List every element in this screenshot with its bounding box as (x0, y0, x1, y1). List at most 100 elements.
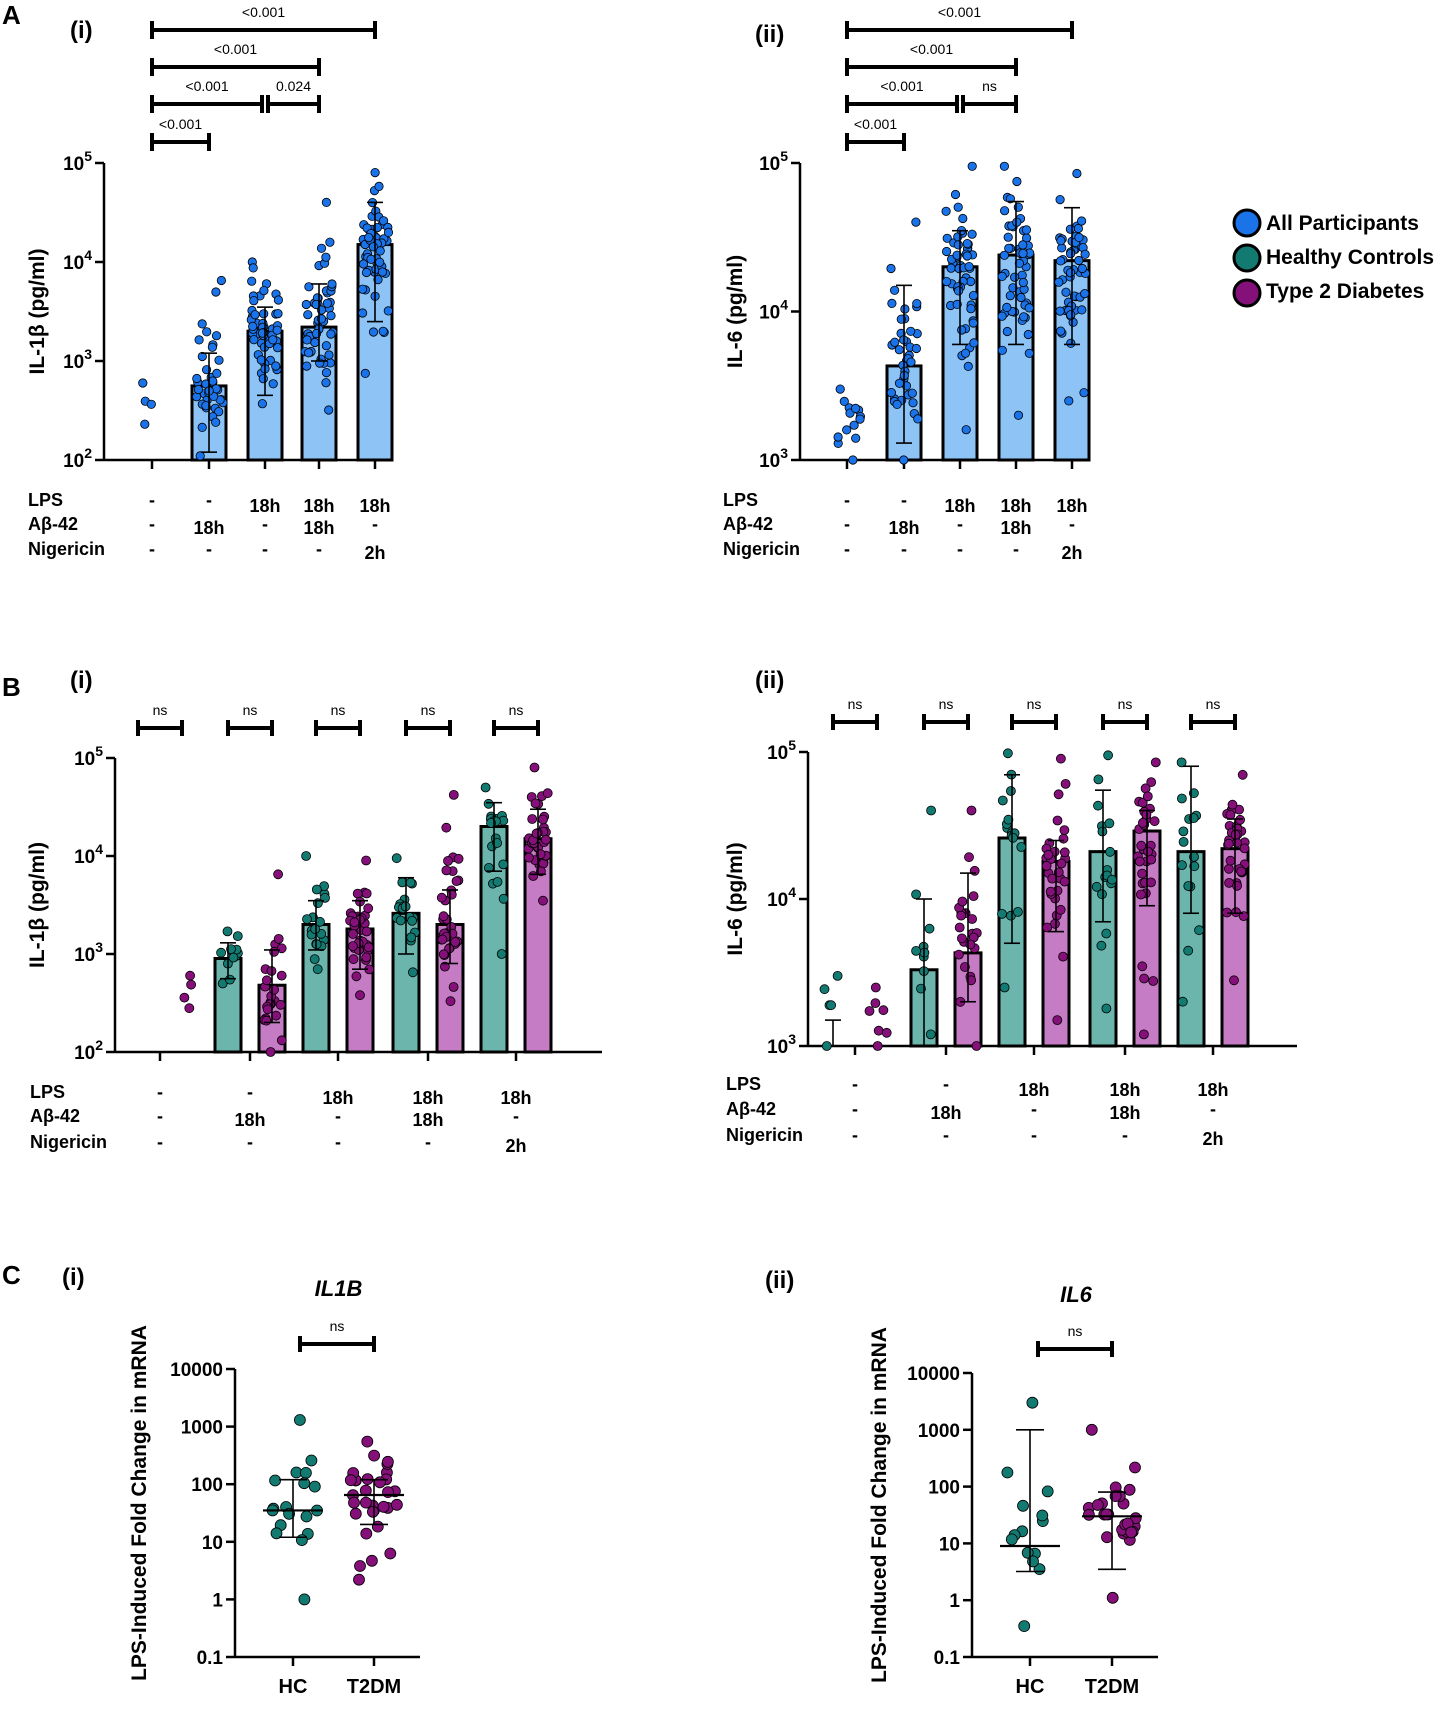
chart-c-i-y-label: LPS-Induced Fold Change in mRNA (128, 1325, 151, 1681)
chart-b-ii-g1-t2d-point (968, 891, 979, 901)
chart-b-ii-g4-hc-point (1176, 757, 1187, 768)
chart-b-ii-g3-t2d-point (1148, 976, 1159, 986)
chart-a-ii-g4-point (1056, 256, 1066, 266)
chart-a-ii-g1-point (886, 263, 896, 274)
chart-b-i-cond-cell: - (157, 1082, 163, 1102)
chart-b-i-cmp2-sig-label: ns (331, 702, 346, 718)
chart-b-ii-g0-t2d-point (870, 998, 881, 1008)
chart-b-ii-g3-t2d-point (1137, 868, 1147, 879)
chart-a-i-g2-point (272, 325, 282, 335)
chart-c-i-x-category: T2DM (347, 1676, 401, 1698)
panel-a-ii-label: (ii) (755, 21, 784, 48)
chart-b-i-g0-t2d-point (179, 992, 190, 1003)
chart-c-i-y-tick-label: 100 (191, 1475, 223, 1496)
chart-a-i-cond-cell: 18h (249, 496, 280, 516)
chart-b-ii-g2-t2d-point (1059, 876, 1070, 887)
chart-b-i-g1-hc-point (232, 931, 243, 941)
chart-b-ii-g4-hc-point (1177, 793, 1187, 804)
chart-b-i-y-tick-label: 103 (74, 939, 103, 966)
chart-b-i-cond-cell: - (157, 1106, 163, 1126)
chart-b-ii-g2-t2d-point (1052, 1015, 1063, 1025)
chart-b-ii-g3-hc-point (1107, 874, 1117, 885)
chart-a-ii-g4-point (1074, 232, 1084, 242)
chart-c-ii-t2dm-point (1106, 1591, 1119, 1604)
panel-b-i-label: (i) (70, 667, 93, 694)
chart-a-ii-g2-point (961, 425, 971, 435)
chart-a-i-g2-point (268, 379, 278, 389)
chart-a-i-g1-point (207, 342, 217, 352)
chart-c-ii-title: IL6 (1060, 1282, 1093, 1307)
chart-c-ii-hc-point (1041, 1485, 1054, 1498)
chart-a-ii-g3-point (1009, 272, 1020, 282)
chart-b-ii-g4-hc-point (1177, 860, 1187, 870)
panel-letter-c: C (2, 1260, 21, 1290)
chart-a-i-g1-point (197, 319, 207, 329)
chart-a-i-g4-point (366, 254, 376, 264)
chart-b-ii-y-tick-label: 105 (767, 737, 796, 764)
chart-b-ii-g1-t2d-point (957, 896, 968, 907)
chart-b-ii-g3-hc-point (1096, 940, 1107, 951)
chart-a-i-cond-cell: - (149, 490, 155, 510)
chart-a-ii-g3-point (1018, 277, 1028, 288)
chart-b-i-g4-hc-point (492, 877, 503, 887)
chart-b-i-g4-hc-point (496, 949, 507, 959)
chart-a-i-g1-point (197, 422, 207, 432)
chart-a-ii-g3-point (1002, 326, 1012, 337)
chart-b-i-cond-cell: - (157, 1132, 163, 1152)
chart-b-ii-g2-hc-point (1006, 786, 1016, 796)
chart-b-ii-g2-hc-point (999, 982, 1010, 993)
chart-a-i-cmp4-sig-label: <0.001 (242, 4, 285, 20)
chart-c-i-t2dm-point (359, 1496, 372, 1509)
chart-a-ii-g3-point (1004, 243, 1014, 253)
chart-b-i-g3-t2d-point (437, 934, 448, 945)
chart-b-ii-g2-t2d-point (1041, 860, 1052, 871)
legend: All Participants Healthy Controls Type 2… (1232, 208, 1434, 308)
panel-letter-b: B (2, 672, 21, 702)
chart-a-ii-g2-point (953, 240, 963, 250)
chart-a-i-g1-point (202, 327, 212, 337)
chart-b-ii-g4-hc-point (1183, 945, 1194, 956)
chart-b-ii-g3-t2d-point (1149, 816, 1160, 827)
legend-swatch-t2d (1232, 278, 1262, 308)
chart-a-ii-g0-point (855, 414, 865, 424)
chart-b-ii-g4-t2d-point (1227, 799, 1238, 810)
chart-c-i-t2dm-point (354, 1560, 366, 1572)
chart-b-ii-g0-t2d-point (870, 982, 881, 993)
chart-b-ii-g3-hc-point (1103, 750, 1113, 761)
chart-b-i-cond-row-label: Aβ-42 (30, 1106, 80, 1126)
chart-b-ii-g1-hc-point (911, 889, 921, 900)
chart-b-i-g2-t2d-point (347, 941, 358, 951)
chart-b-i-g3-hc-point (391, 853, 402, 864)
chart-a-i-g4-point (358, 259, 369, 269)
chart-c-i-hc-point (298, 1593, 311, 1606)
chart-b-i-y-label: IL-1β (pg/ml) (26, 842, 49, 968)
chart-c-ii-hc-point (1026, 1396, 1039, 1409)
chart-b-ii-g2-hc-point (1003, 814, 1014, 825)
chart-a-i-g2-point (247, 276, 257, 286)
chart-b-ii-cond-cell: 18h (1109, 1080, 1140, 1100)
chart-a-i-g2-point (271, 361, 281, 371)
chart-a-i-g4-point (375, 246, 385, 256)
chart-a-ii-g4-point (1080, 249, 1090, 259)
chart-a-ii-g1-point (887, 298, 897, 308)
chart-b-ii-g4-t2d-point (1223, 838, 1234, 849)
chart-b-ii-g0-t2d-point (878, 1005, 889, 1016)
chart-b-ii-cond-cell: - (852, 1125, 858, 1145)
chart-a-i-g4-point (378, 216, 389, 226)
chart-a-i-cmp0-sig-label: <0.001 (159, 116, 202, 132)
chart-a-i-g0-point (138, 378, 148, 388)
chart-a-ii-g3-point (1024, 303, 1034, 313)
chart-b-i-cond-cell: 18h (412, 1088, 443, 1108)
chart-b-ii-g0-t2d-point (881, 1027, 892, 1038)
chart-b-ii-g0-hc-point (819, 984, 830, 995)
chart-b-ii-g1-hc-point (926, 805, 936, 816)
chart-c-ii-y-tick-label: 10 (939, 1534, 960, 1555)
chart-c-i-hc-point (295, 1534, 308, 1546)
chart-a-ii-g3-point (1012, 176, 1022, 187)
chart-a-i-g3-point (301, 299, 311, 310)
chart-b-ii-g0-t2d-point (872, 1041, 883, 1051)
chart-b-ii-g3-t2d-point (1146, 877, 1156, 888)
chart-a-ii-g4-point (1074, 255, 1084, 266)
chart-b-i-g2-t2d-point (352, 888, 363, 899)
chart-c-i-t2dm-point (360, 1527, 373, 1540)
